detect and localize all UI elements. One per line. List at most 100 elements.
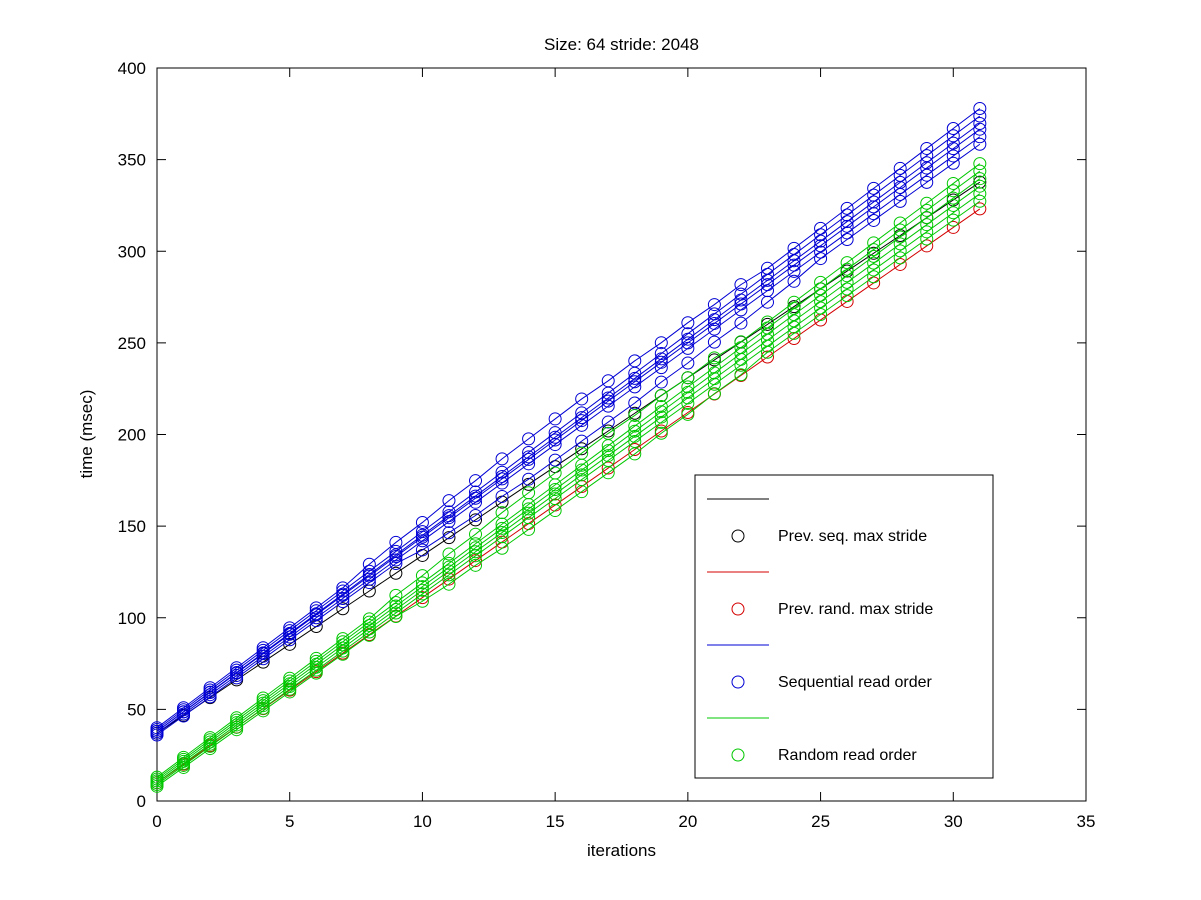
series-line-random-run-3 [156, 185, 981, 784]
marker-random-run-5 [336, 635, 350, 649]
marker-random-run-2 [256, 701, 270, 715]
marker-sequential-run-1 [469, 508, 483, 522]
marker-random-run-4 [628, 424, 642, 438]
marker-random-run-6 [867, 236, 881, 250]
legend-label: Random read order [778, 747, 917, 764]
marker-random-run-1 [389, 609, 403, 623]
marker-random-run-6 [814, 275, 828, 289]
marker-sequential-run-5 [362, 564, 376, 578]
marker-random-run-3 [893, 237, 907, 251]
marker-sequential-run-6 [522, 432, 536, 446]
marker-sequential-run-6 [442, 494, 456, 508]
marker-random-run-1 [415, 594, 429, 608]
marker-sequential-run-2 [628, 380, 642, 394]
marker-prev-rand-max-stride [787, 331, 801, 345]
marker-sequential-run-5 [654, 347, 668, 361]
marker-sequential-run-6 [203, 681, 217, 695]
marker-random-run-4 [920, 211, 934, 225]
marker-prev-seq-max-stride [336, 602, 350, 616]
x-tick-label: 10 [413, 812, 432, 831]
marker-sequential-run-1 [415, 543, 429, 557]
marker-sequential-run-6 [283, 621, 297, 635]
marker-random-run-4 [654, 405, 668, 419]
marker-random-run-6 [389, 588, 403, 602]
series-line-sequential-run-1 [156, 143, 981, 736]
marker-random-run-6 [654, 389, 668, 403]
marker-prev-seq-max-stride [442, 531, 456, 545]
marker-prev-rand-max-stride [973, 202, 987, 216]
marker-sequential-run-1 [946, 156, 960, 170]
marker-sequential-run-6 [575, 392, 589, 406]
marker-random-run-3 [867, 256, 881, 270]
marker-sequential-run-6 [840, 201, 854, 215]
marker-random-run-5 [442, 556, 456, 570]
y-tick-label: 0 [137, 792, 146, 811]
marker-random-run-1 [681, 407, 695, 421]
marker-random-run-2 [628, 434, 642, 448]
y-tick-label: 150 [118, 517, 146, 536]
marker-random-run-6 [548, 466, 562, 480]
marker-random-run-5 [946, 184, 960, 198]
marker-random-run-1 [734, 368, 748, 382]
marker-random-run-6 [840, 256, 854, 270]
marker-random-run-1 [920, 232, 934, 246]
marker-random-run-1 [707, 387, 721, 401]
marker-sequential-run-4 [973, 117, 987, 131]
marker-random-run-2 [920, 225, 934, 239]
marker-random-run-3 [389, 603, 403, 617]
marker-sequential-run-5 [893, 168, 907, 182]
marker-sequential-run-6 [920, 141, 934, 155]
marker-sequential-run-6 [601, 374, 615, 388]
marker-sequential-run-2 [946, 149, 960, 163]
marker-sequential-run-4 [654, 352, 668, 366]
marker-sequential-run-4 [893, 175, 907, 189]
marker-prev-rand-max-stride [920, 239, 934, 253]
marker-sequential-run-6 [548, 412, 562, 426]
legend-label: Prev. rand. max stride [778, 601, 933, 618]
marker-sequential-run-6 [814, 221, 828, 235]
x-tick-label: 35 [1077, 812, 1096, 831]
x-tick-label: 0 [152, 812, 161, 831]
marker-prev-seq-max-stride [389, 566, 403, 580]
legend-label: Prev. seq. max stride [778, 528, 927, 545]
marker-sequential-run-1 [734, 316, 748, 330]
marker-random-run-6 [760, 315, 774, 329]
legend-label: Sequential read order [778, 674, 933, 691]
marker-random-run-2 [389, 606, 403, 620]
marker-sequential-run-6 [973, 101, 987, 115]
marker-sequential-run-1 [920, 175, 934, 189]
marker-random-run-5 [309, 654, 323, 668]
marker-sequential-run-6 [707, 298, 721, 312]
series-line-sequential-run-4 [156, 123, 981, 732]
marker-random-run-4 [256, 696, 270, 710]
marker-sequential-run-6 [309, 601, 323, 615]
series-line-sequential-run-3 [156, 128, 981, 732]
marker-sequential-run-3 [548, 433, 562, 447]
y-tick-label: 250 [118, 334, 146, 353]
chart-title: Size: 64 stride: 2048 [544, 35, 699, 54]
marker-sequential-run-6 [946, 121, 960, 135]
marker-sequential-run-3 [522, 452, 536, 466]
marker-random-run-1 [469, 558, 483, 572]
marker-random-run-6 [283, 671, 297, 685]
marker-sequential-run-6 [760, 261, 774, 275]
x-axis-label: iterations [587, 841, 656, 860]
marker-sequential-run-1 [495, 489, 509, 503]
marker-random-run-5 [256, 694, 270, 708]
marker-sequential-run-1 [654, 375, 668, 389]
series-line-random-run-2 [156, 193, 981, 785]
marker-sequential-run-5 [283, 624, 297, 638]
marker-sequential-run-5 [548, 426, 562, 440]
marker-random-run-2 [893, 244, 907, 258]
marker-random-run-1 [654, 426, 668, 440]
marker-sequential-run-5 [256, 643, 270, 657]
marker-random-run-6 [601, 426, 615, 440]
marker-random-run-6 [442, 547, 456, 561]
marker-random-run-5 [867, 243, 881, 257]
marker-sequential-run-5 [973, 109, 987, 123]
y-tick-label: 350 [118, 151, 146, 170]
marker-random-run-6 [362, 612, 376, 626]
marker-sequential-run-5 [707, 307, 721, 321]
marker-random-run-5 [415, 576, 429, 590]
